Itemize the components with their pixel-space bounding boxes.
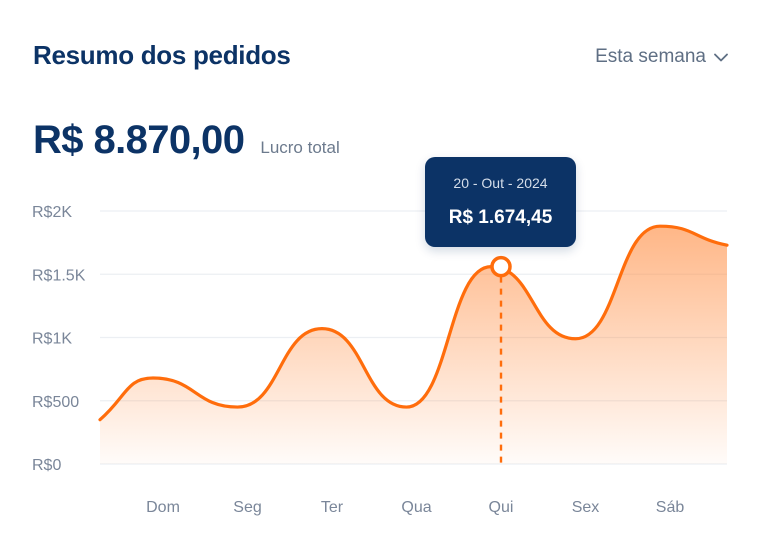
x-tick-label: Seg (233, 499, 261, 516)
total-profit-value: R$ 8.870,00 (33, 118, 245, 162)
period-dropdown[interactable]: Esta semana (595, 46, 728, 68)
tooltip-date: 20 - Out - 2024 (453, 175, 548, 191)
card-title: Resumo dos pedidos (33, 40, 291, 70)
x-tick-label: Qui (489, 499, 514, 516)
tooltip-value: R$ 1.674,45 (448, 207, 553, 228)
y-tick-label: R$1K (32, 331, 72, 348)
x-tick-label: Dom (146, 499, 180, 516)
series-area (100, 226, 727, 464)
highlight-point[interactable] (490, 255, 512, 278)
x-tick-label: Ter (321, 499, 344, 516)
chevron-down-icon (714, 53, 728, 62)
period-label: Esta semana (595, 46, 706, 67)
total-profit-label: Lucro total (260, 138, 340, 157)
x-tick-label: Qua (401, 499, 431, 516)
y-tick-label: R$500 (32, 394, 79, 411)
y-tick-label: R$1.5K (32, 267, 86, 284)
chart-tooltip: 20 - Out - 2024 R$ 1.674,45 (425, 157, 576, 247)
x-tick-label: Sex (572, 499, 600, 516)
total-summary: R$ 8.870,00 Lucro total (33, 118, 340, 163)
x-tick-label: Sáb (656, 499, 685, 516)
y-tick-label: R$2K (32, 204, 72, 221)
y-tick-label: R$0 (32, 457, 61, 474)
series-line (98, 224, 729, 422)
